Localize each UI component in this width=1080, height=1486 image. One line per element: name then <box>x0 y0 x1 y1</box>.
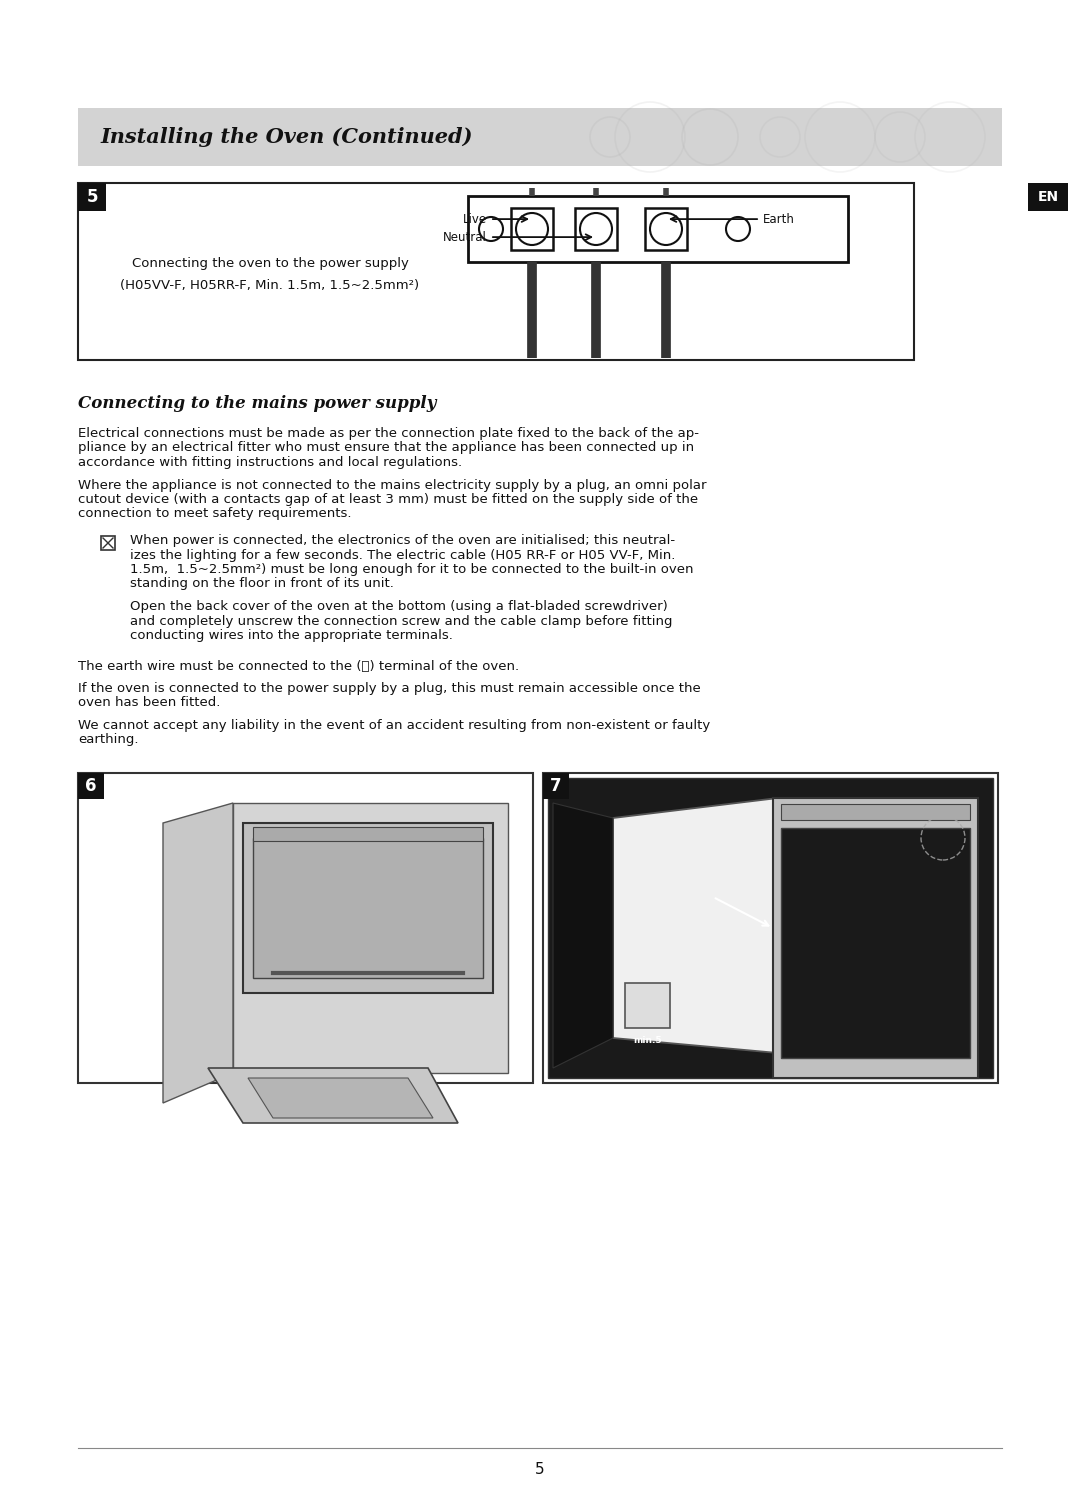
Text: pliance by an electrical fitter who must ensure that the appliance has been conn: pliance by an electrical fitter who must… <box>78 441 694 455</box>
Bar <box>511 208 553 250</box>
Text: 1.5m,  1.5~2.5mm²) must be long enough for it to be connected to the built-in ov: 1.5m, 1.5~2.5mm²) must be long enough fo… <box>130 563 693 577</box>
Text: conducting wires into the appropriate terminals.: conducting wires into the appropriate te… <box>130 629 453 642</box>
Bar <box>243 823 492 993</box>
Text: Connecting to the mains power supply: Connecting to the mains power supply <box>78 395 436 412</box>
Text: EN: EN <box>1038 190 1058 204</box>
Text: earthing.: earthing. <box>78 734 138 746</box>
Text: We cannot accept any liability in the event of an accident resulting from non-ex: We cannot accept any liability in the ev… <box>78 719 711 733</box>
Bar <box>78 183 914 360</box>
Bar <box>253 838 483 978</box>
Bar <box>773 798 978 1077</box>
Bar <box>575 208 617 250</box>
Bar <box>78 773 534 1083</box>
Text: (H05VV-F, H05RR-F, Min. 1.5m, 1.5~2.5mm²): (H05VV-F, H05RR-F, Min. 1.5m, 1.5~2.5mm²… <box>121 279 419 293</box>
Bar <box>1028 183 1068 211</box>
Bar <box>543 773 569 799</box>
Polygon shape <box>553 802 613 1068</box>
Bar <box>645 208 687 250</box>
Circle shape <box>726 217 750 241</box>
Polygon shape <box>613 798 778 1054</box>
Circle shape <box>516 212 548 245</box>
Text: When power is connected, the electronics of the oven are initialised; this neutr: When power is connected, the electronics… <box>130 533 675 547</box>
Bar <box>468 196 848 262</box>
Text: Connecting the oven to the power supply: Connecting the oven to the power supply <box>132 257 408 270</box>
Circle shape <box>650 212 681 245</box>
Text: connection to meet safety requirements.: connection to meet safety requirements. <box>78 508 351 520</box>
Text: min.5: min.5 <box>633 1036 662 1045</box>
Polygon shape <box>233 802 508 1073</box>
Text: Electrical connections must be made as per the connection plate fixed to the bac: Electrical connections must be made as p… <box>78 426 699 440</box>
Text: Where the appliance is not connected to the mains electricity supply by a plug, : Where the appliance is not connected to … <box>78 478 706 492</box>
Text: izes the lighting for a few seconds. The electric cable (H05 RR-F or H05 VV-F, M: izes the lighting for a few seconds. The… <box>130 548 675 562</box>
Text: 5: 5 <box>86 189 98 207</box>
Text: Live: Live <box>463 212 487 226</box>
Bar <box>543 773 998 1083</box>
Text: 6: 6 <box>85 777 97 795</box>
Text: 5: 5 <box>536 1462 544 1477</box>
Polygon shape <box>163 802 233 1103</box>
Bar <box>548 779 993 1077</box>
Bar <box>102 536 114 550</box>
Text: Open the back cover of the oven at the bottom (using a flat-bladed screwdriver): Open the back cover of the oven at the b… <box>130 600 667 614</box>
Text: cutout device (with a contacts gap of at least 3 mm) must be fitted on the suppl: cutout device (with a contacts gap of at… <box>78 493 698 507</box>
Text: Earth: Earth <box>762 212 795 226</box>
Bar <box>78 108 1002 166</box>
Text: Neutral: Neutral <box>443 230 487 244</box>
Text: standing on the floor in front of its unit.: standing on the floor in front of its un… <box>130 578 394 590</box>
Text: If the oven is connected to the power supply by a plug, this must remain accessi: If the oven is connected to the power su… <box>78 682 701 695</box>
Bar <box>781 804 970 820</box>
Text: 7: 7 <box>550 777 562 795</box>
Bar <box>78 183 106 211</box>
Text: oven has been fitted.: oven has been fitted. <box>78 697 220 709</box>
Bar <box>253 828 483 841</box>
Bar <box>78 773 104 799</box>
Text: The earth wire must be connected to the (⏚) terminal of the oven.: The earth wire must be connected to the … <box>78 660 519 673</box>
Text: and completely unscrew the connection screw and the cable clamp before fitting: and completely unscrew the connection sc… <box>130 615 673 627</box>
Polygon shape <box>248 1077 433 1117</box>
Circle shape <box>580 212 612 245</box>
Polygon shape <box>625 984 670 1028</box>
Circle shape <box>480 217 503 241</box>
Text: Installing the Oven (Continued): Installing the Oven (Continued) <box>100 126 473 147</box>
Polygon shape <box>208 1068 458 1123</box>
Text: accordance with fitting instructions and local regulations.: accordance with fitting instructions and… <box>78 456 462 470</box>
Bar <box>781 828 970 1058</box>
